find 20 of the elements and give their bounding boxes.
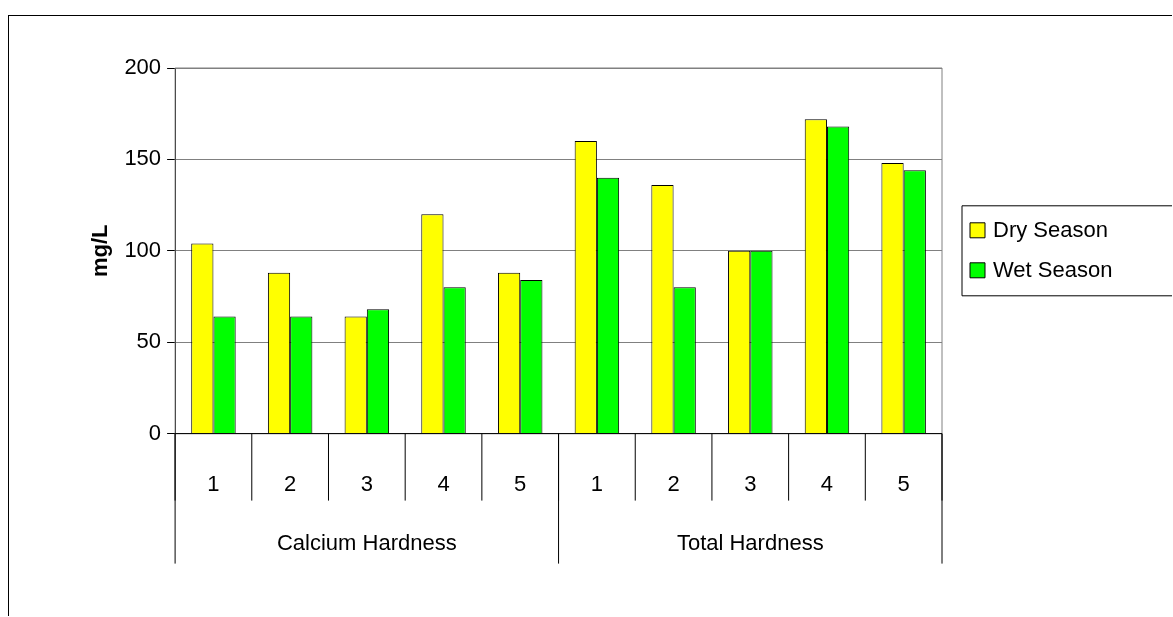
y-tick-label: 100 [124,236,162,262]
x-tick-label: 3 [360,470,373,496]
x-tick-label: 1 [590,470,604,496]
x-tick-label: 4 [820,470,834,496]
y-tick-label: 150 [124,145,162,171]
x-tick-label: 1 [207,470,220,496]
x-tick-label: 5 [897,470,910,496]
text: Calcium Hardness [276,529,457,555]
y-tick-label: 0 [148,419,162,445]
legend-label: Wet Season [993,256,1113,282]
legend-label: Dry Season [993,216,1108,242]
text: Total Hardness [676,529,824,555]
x-tick-label: 4 [437,470,450,496]
x-tick-label: 3 [744,470,757,496]
x-tick-label: 2 [284,470,297,496]
y-tick-label: 200 [124,54,162,80]
y-tick-label: 50 [136,328,162,354]
y-axis-title: mg/L [87,224,113,278]
x-tick-label: 5 [514,470,527,496]
x-tick-label: 2 [667,470,680,496]
